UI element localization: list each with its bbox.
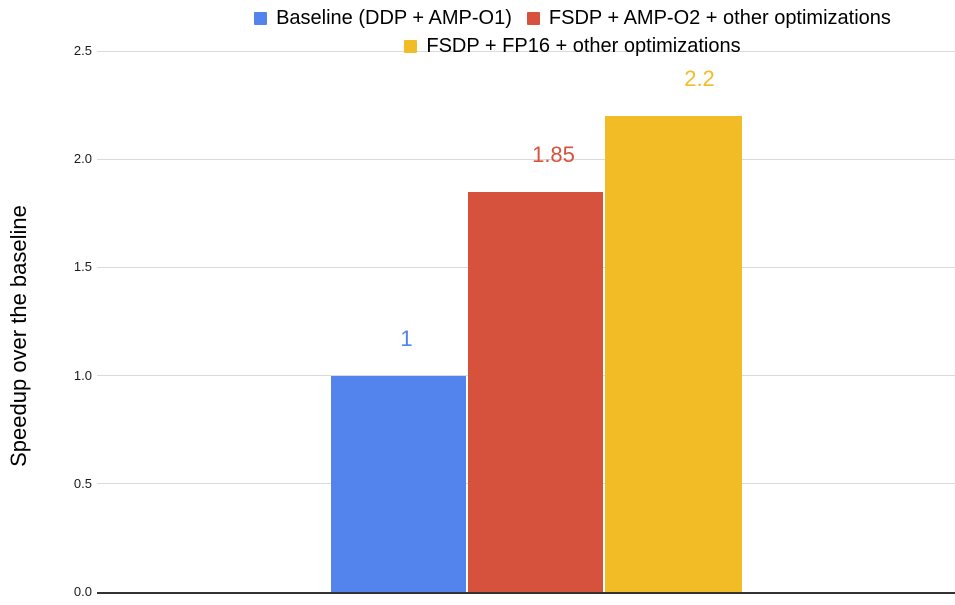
legend-label-baseline: Baseline (DDP + AMP-O1) bbox=[276, 6, 512, 29]
gridline-2.5 bbox=[97, 50, 955, 52]
y-axis-title: Speedup over the baseline bbox=[6, 205, 31, 467]
y-tick-label-1.0: 1.0 bbox=[73, 367, 92, 383]
bar-1-1.85 bbox=[468, 191, 603, 592]
y-tick-label-0.5: 0.5 bbox=[73, 475, 92, 491]
bar-data-label-0: 1 bbox=[400, 325, 413, 351]
legend-row-2: FSDP + FP16 + other optimizations bbox=[190, 32, 955, 60]
legend-row-1: Baseline (DDP + AMP-O1) FSDP + AMP-O2 + … bbox=[190, 4, 955, 32]
y-tick-label-1.5: 1.5 bbox=[73, 259, 92, 275]
legend-label-fsdp-amp: FSDP + AMP-O2 + other optimizations bbox=[548, 6, 891, 29]
bar-data-label-2: 2.2 bbox=[684, 65, 715, 91]
gridline-2.0 bbox=[97, 158, 955, 160]
y-tick-label-2.5: 2.5 bbox=[73, 43, 92, 58]
legend-label-fsdp-fp16: FSDP + FP16 + other optimizations bbox=[426, 34, 741, 57]
bar-2-2.2 bbox=[605, 115, 742, 592]
y-tick-label-0.0: 0.0 bbox=[73, 584, 92, 599]
legend-item-fsdp-fp16: FSDP + FP16 + other optimizations bbox=[404, 34, 741, 58]
bar-0-1 bbox=[331, 375, 466, 592]
chart-legend: Baseline (DDP + AMP-O1) FSDP + AMP-O2 + … bbox=[190, 4, 955, 60]
legend-item-fsdp-amp: FSDP + AMP-O2 + other optimizations bbox=[526, 6, 891, 30]
y-tick-label-2.0: 2.0 bbox=[73, 151, 92, 167]
bar-data-label-1: 1.85 bbox=[532, 141, 575, 167]
plot-area: 1 1.85 2.2 bbox=[97, 50, 955, 594]
legend-swatch-blue-icon bbox=[254, 11, 268, 25]
legend-swatch-red-icon bbox=[526, 11, 540, 25]
legend-item-baseline: Baseline (DDP + AMP-O1) bbox=[254, 7, 512, 30]
legend-swatch-yellow-icon bbox=[404, 39, 418, 53]
